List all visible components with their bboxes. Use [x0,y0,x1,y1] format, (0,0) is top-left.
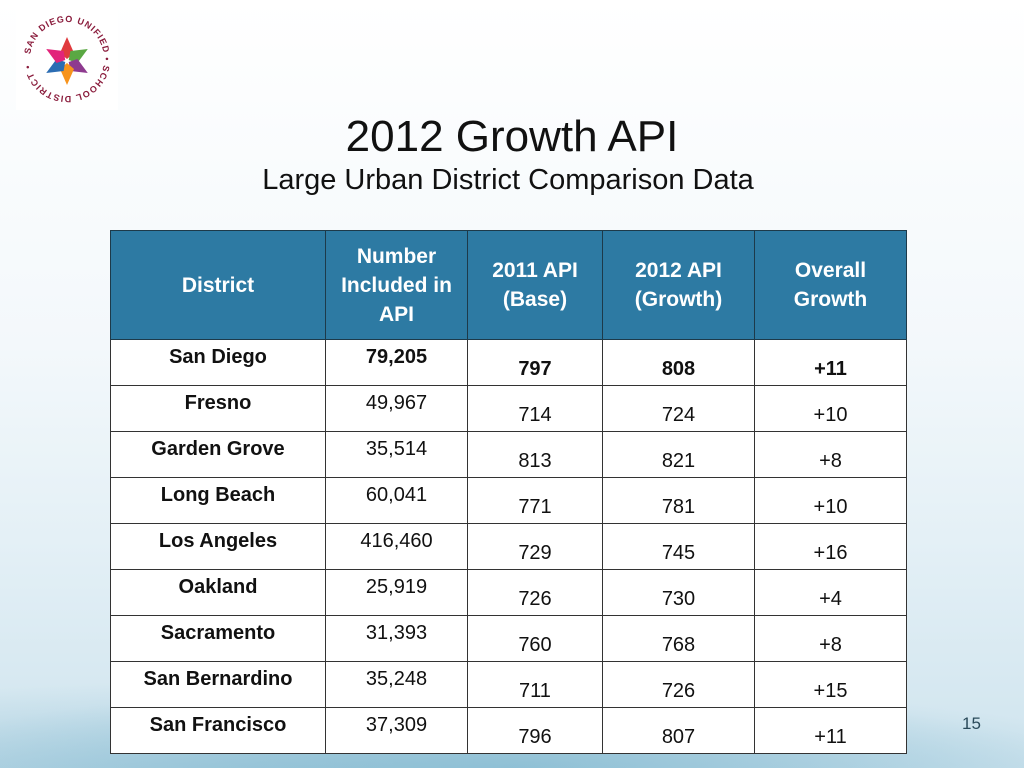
number-cell: 35,514 [325,431,468,478]
api-2012-cell: 745 [602,523,755,570]
slide-title: 2012 Growth API [345,112,679,161]
number-cell: 416,460 [325,523,468,570]
header-number-included: Number Included in API [325,230,468,340]
number-cell: 25,919 [325,569,468,616]
api-2012-cell: 781 [602,477,755,524]
svg-text:SAN DIEGO UNIFIED • SCHOOL DIS: SAN DIEGO UNIFIED • SCHOOL DISTRICT • [22,14,112,104]
table-row: Long Beach 60,041 771 781 +10 [110,477,907,524]
api-2011-cell: 797 [467,339,603,386]
growth-cell: +4 [754,569,907,616]
growth-cell: +16 [754,523,907,570]
number-cell: 49,967 [325,385,468,432]
api-2011-cell: 726 [467,569,603,616]
number-cell: 79,205 [325,339,468,386]
api-2011-cell: 729 [467,523,603,570]
growth-cell: +10 [754,477,907,524]
growth-cell: +15 [754,661,907,708]
number-cell: 60,041 [325,477,468,524]
district-cell: Long Beach [110,477,326,524]
header-district: District [110,230,326,340]
table-row: Fresno 49,967 714 724 +10 [110,385,907,432]
api-2012-cell: 726 [602,661,755,708]
number-cell: 31,393 [325,615,468,662]
table-row: San Bernardino 35,248 711 726 +15 [110,661,907,708]
table-row: San Francisco 37,309 796 807 +11 [110,707,907,754]
district-cell: Los Angeles [110,523,326,570]
table-row: Garden Grove 35,514 813 821 +8 [110,431,907,478]
header-2011-api: 2011 API (Base) [467,230,603,340]
district-cell: San Francisco [110,707,326,754]
growth-cell: +10 [754,385,907,432]
growth-cell: +8 [754,431,907,478]
api-2011-cell: 711 [467,661,603,708]
growth-cell: +11 [754,707,907,754]
page-number: 15 [962,714,981,733]
table-row: Sacramento 31,393 760 768 +8 [110,615,907,662]
comparison-table: District Number Included in API 2011 API… [110,230,907,754]
api-2011-cell: 796 [467,707,603,754]
api-2011-cell: 760 [467,615,603,662]
slide-subtitle: Large Urban District Comparison Data [262,164,754,196]
district-cell: Garden Grove [110,431,326,478]
district-cell: Oakland [110,569,326,616]
table-row: Los Angeles 416,460 729 745 +16 [110,523,907,570]
table-header-row: District Number Included in API 2011 API… [110,230,907,340]
api-2011-cell: 813 [467,431,603,478]
district-cell: Fresno [110,385,326,432]
api-2012-cell: 724 [602,385,755,432]
district-cell: San Bernardino [110,661,326,708]
api-2011-cell: 714 [467,385,603,432]
table-row: Oakland 25,919 726 730 +4 [110,569,907,616]
district-cell: San Diego [110,339,326,386]
table-row: San Diego 79,205 797 808 +11 [110,339,907,386]
api-2012-cell: 807 [602,707,755,754]
api-2011-cell: 771 [467,477,603,524]
number-cell: 37,309 [325,707,468,754]
header-2012-api: 2012 API (Growth) [602,230,755,340]
growth-cell: +8 [754,615,907,662]
header-overall-growth: Overall Growth [754,230,907,340]
star-logo-icon: SAN DIEGO UNIFIED • SCHOOL DISTRICT • [22,14,112,104]
api-2012-cell: 730 [602,569,755,616]
api-2012-cell: 768 [602,615,755,662]
api-2012-cell: 808 [602,339,755,386]
number-cell: 35,248 [325,661,468,708]
district-logo: SAN DIEGO UNIFIED • SCHOOL DISTRICT • [16,8,118,110]
growth-cell: +11 [754,339,907,386]
api-2012-cell: 821 [602,431,755,478]
district-cell: Sacramento [110,615,326,662]
